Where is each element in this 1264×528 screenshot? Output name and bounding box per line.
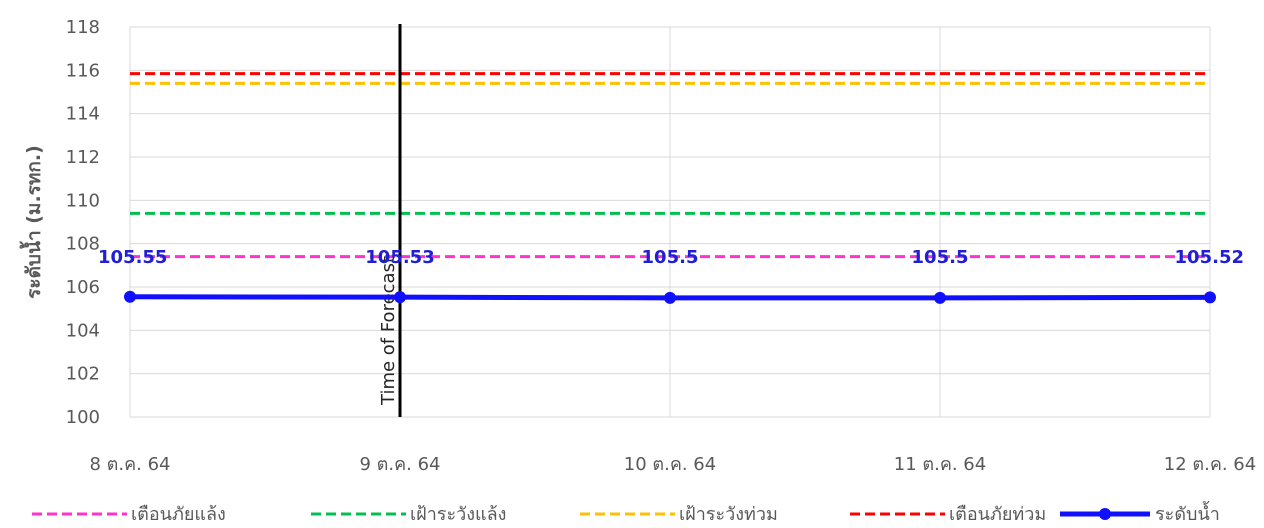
data-point xyxy=(934,291,946,304)
x-tick-label: 10 ต.ค. 64 xyxy=(624,454,716,475)
data-point xyxy=(664,291,676,304)
legend-item: เตือนภัยท่วม xyxy=(850,504,1046,525)
legend-label: ระดับน้ำ xyxy=(1155,501,1220,525)
data-label: 105.5 xyxy=(642,247,699,268)
y-axis-ticks: 100 102 104 106 108 110 112 114 116 118 xyxy=(66,17,100,428)
legend-label: เตือนภัยท่วม xyxy=(949,504,1046,525)
series-water-level xyxy=(124,290,1216,304)
x-tick-label: 9 ต.ค. 64 xyxy=(360,454,441,475)
legend-item: เฝ้าระวังแล้ง xyxy=(311,504,506,525)
reference-lines xyxy=(130,72,1210,259)
y-axis-label: ระดับน้ำ (ม.รทก.) xyxy=(19,145,45,299)
y-tick-label: 114 xyxy=(66,104,100,125)
x-axis-ticks: 8 ต.ค. 64 9 ต.ค. 64 10 ต.ค. 64 11 ต.ค. 64 12… xyxy=(90,454,1257,475)
x-tick-label: 11 ต.ค. 64 xyxy=(894,454,986,475)
grid-lines xyxy=(129,26,1211,418)
x-tick-label: 12 ต.ค. 64 xyxy=(1164,454,1256,475)
legend-label: เฝ้าระวังแล้ง xyxy=(410,504,506,525)
y-tick-label: 100 xyxy=(66,407,100,428)
data-point xyxy=(124,290,136,303)
y-tick-label: 112 xyxy=(66,147,100,168)
y-tick-label: 102 xyxy=(66,364,100,385)
legend-item: ระดับน้ำ xyxy=(1060,501,1220,525)
forecast-annotation: Time of Forecast xyxy=(378,24,402,417)
y-tick-label: 108 xyxy=(66,234,100,255)
data-labels: 105.55 105.53 105.5 105.5 105.52 xyxy=(98,247,1244,268)
data-label: 105.52 xyxy=(1175,247,1244,268)
data-label: 105.55 xyxy=(98,247,167,268)
y-tick-label: 106 xyxy=(66,277,100,298)
legend-label: เฝ้าระวังท่วม xyxy=(679,504,778,525)
data-point xyxy=(394,291,406,304)
legend: เตือนภัยแล้ง เฝ้าระวังแล้ง เฝ้าระวังท่วม เต… xyxy=(32,501,1220,525)
data-point xyxy=(1204,291,1216,304)
data-label: 105.5 xyxy=(912,247,969,268)
x-tick-label: 8 ต.ค. 64 xyxy=(90,454,171,475)
y-tick-label: 118 xyxy=(66,17,100,38)
legend-item: เฝ้าระวังท่วม xyxy=(580,504,778,525)
data-label: 105.53 xyxy=(365,247,434,268)
y-tick-label: 116 xyxy=(66,60,100,81)
y-tick-label: 110 xyxy=(66,190,100,211)
y-tick-label: 104 xyxy=(66,320,100,341)
legend-marker xyxy=(1099,508,1111,520)
time-of-forecast-label: Time of Forecast xyxy=(378,256,399,406)
legend-label: เตือนภัยแล้ง xyxy=(131,504,226,525)
legend-item: เตือนภัยแล้ง xyxy=(32,504,226,525)
